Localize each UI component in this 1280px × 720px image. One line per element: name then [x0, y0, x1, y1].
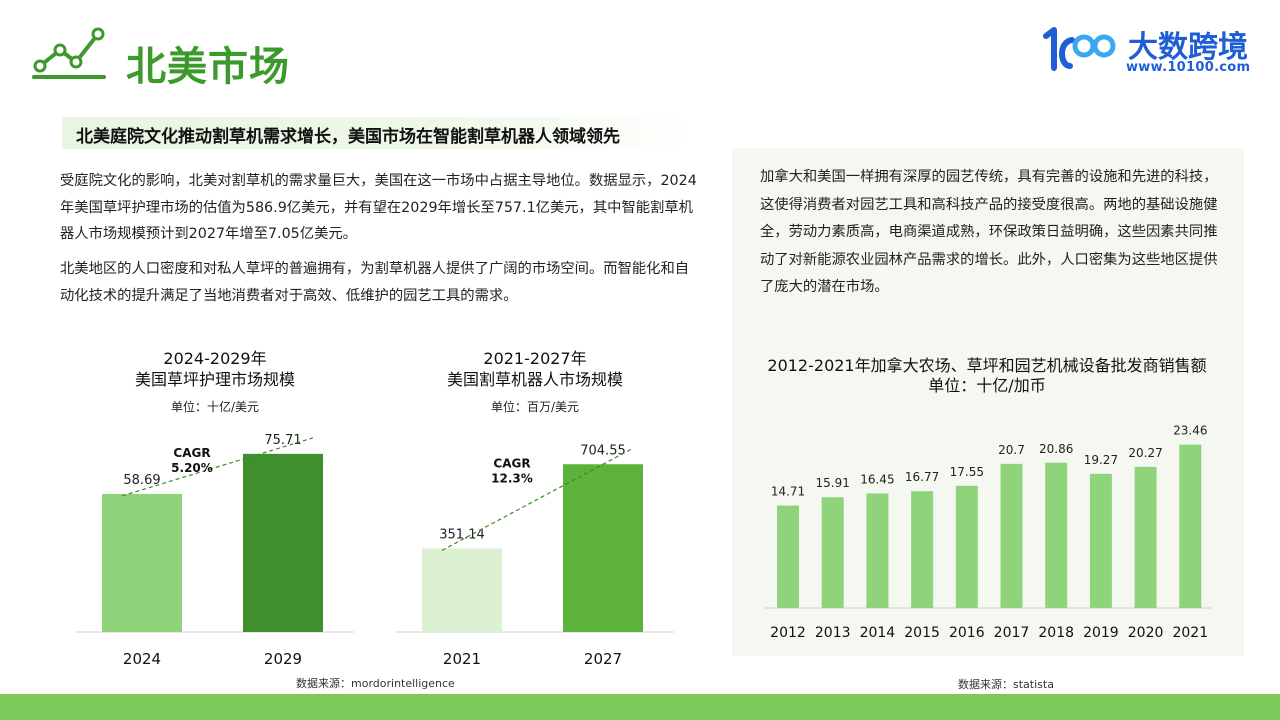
chart3-value-label: 20.27 — [1128, 446, 1162, 460]
chart3-value-label: 17.55 — [950, 465, 984, 479]
brand-url: www.10100.com — [1126, 60, 1251, 75]
chart3-x-tick: 2015 — [904, 625, 940, 641]
chart3-value-label: 20.7 — [998, 443, 1025, 457]
chart2-title-line1: 2021-2027年 — [483, 349, 587, 368]
right-info-panel — [732, 148, 1244, 656]
chart1-cagr-value: 5.20% — [171, 461, 213, 475]
chart2-x-tick: 2021 — [443, 650, 481, 668]
chart3-x-tick: 2013 — [815, 625, 851, 641]
page-title: 北美市场 — [126, 44, 290, 90]
chart2-cagr-value: 12.3% — [491, 471, 533, 485]
left-paragraph-1: 受庭院文化的影响，北美对割草机的需求量巨大，美国在这一市场中占据主导地位。数据显… — [60, 173, 697, 243]
chart3-x-tick: 2017 — [994, 625, 1030, 641]
chart3-x-tick: 2016 — [949, 625, 985, 641]
chart3-value-label: 15.91 — [816, 476, 850, 490]
trend-line-icon — [32, 27, 106, 79]
chart1-x-tick: 2024 — [123, 650, 161, 668]
chart3-value-label: 23.46 — [1173, 424, 1207, 438]
chart3-bar — [1000, 463, 1023, 608]
chart3-x-tick: 2014 — [860, 625, 896, 641]
chart3-bar — [1089, 473, 1112, 608]
chart-canada-wholesale-sales: 14.71 2012 15.91 2013 16.45 2014 16.77 2015 17.5… — [764, 424, 1212, 641]
chart3-x-tick: 2012 — [770, 625, 806, 641]
right-paragraph: 加拿大和美国一样拥有深厚的园艺传统，具有完善的设施和先进的科技，这使得消费者对园… — [760, 169, 1218, 295]
chart2-bar — [563, 464, 643, 632]
chart2-value-label: 351.14 — [439, 527, 485, 542]
chart3-bar — [1134, 466, 1157, 608]
brand-logo-icon — [1043, 27, 1116, 71]
chart3-value-label: 20.86 — [1039, 442, 1073, 456]
chart3-value-label: 19.27 — [1084, 453, 1118, 467]
chart3-bar — [777, 505, 799, 608]
chart3-bar — [911, 491, 934, 608]
banner-heading: 北美庭院文化推动割草机需求增长，美国市场在智能割草机器人领域领先 — [76, 127, 620, 147]
chart1-x-tick: 2029 — [264, 650, 302, 668]
chart1-title-line2: 美国草坪护理市场规模 — [134, 370, 295, 389]
chart2-unit: 单位：百万/美元 — [490, 400, 580, 414]
chart3-bar — [1179, 444, 1202, 608]
chart3-value-label: 16.77 — [905, 470, 939, 484]
chart3-value-label: 16.45 — [860, 472, 894, 486]
chart1-cagr-line — [121, 437, 314, 497]
chart1-value-label: 58.69 — [123, 473, 160, 488]
section-banner: 北美庭院文化推动割草机需求增长，美国市场在智能割草机器人领域领先 — [62, 117, 696, 149]
left-source: 数据来源：mordorintelligence — [296, 677, 455, 690]
chart3-x-tick: 2019 — [1083, 625, 1119, 641]
chart1-bar — [243, 453, 323, 632]
chart3-bar — [821, 497, 844, 608]
right-source: 数据来源：statista — [958, 678, 1054, 691]
brand-name: 大数跨境 — [1128, 30, 1248, 65]
chart2-bar — [422, 548, 502, 632]
chart3-x-tick: 2021 — [1172, 625, 1208, 641]
chart1-bar — [102, 493, 182, 632]
bottom-decor-bar — [0, 694, 1280, 720]
chart3-bar — [955, 485, 978, 608]
chart2-cagr-label: CAGR — [493, 456, 530, 470]
chart3-x-tick: 2018 — [1038, 625, 1074, 641]
chart3-bar — [1045, 462, 1068, 608]
chart1-unit: 单位：十亿/美元 — [170, 400, 260, 414]
chart2-x-tick: 2027 — [584, 650, 622, 668]
chart1-cagr-label: CAGR — [173, 446, 210, 460]
chart3-value-label: 14.71 — [771, 485, 805, 499]
chart1-title-line1: 2024-2029年 — [163, 349, 267, 368]
chart2-title-line2: 美国割草机器人市场规模 — [446, 370, 623, 389]
chart3-bar — [866, 493, 889, 608]
chart1-value-label: 75.71 — [264, 433, 301, 448]
chart3-x-tick: 2020 — [1128, 625, 1164, 641]
chart2-value-label: 704.55 — [580, 443, 626, 458]
chart3-title-line1: 2012-2021年加拿大农场、草坪和园艺机械设备批发商销售额 — [767, 356, 1207, 375]
left-paragraph-2: 北美地区的人口密度和对私人草坪的普遍拥有，为割草机器人提供了广阔的市场空间。而智… — [60, 261, 690, 304]
chart3-title-line2: 单位：十亿/加币 — [928, 376, 1046, 395]
chart2-cagr-line — [441, 447, 634, 551]
